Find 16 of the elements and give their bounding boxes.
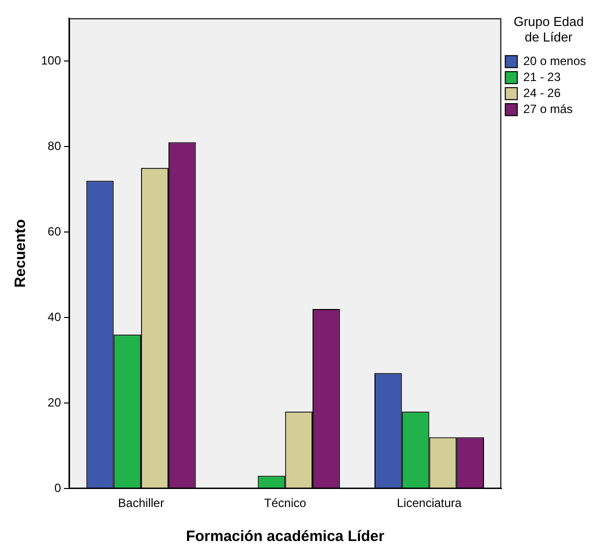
y-tick-label: 0	[54, 480, 62, 495]
x-axis-title: Formación académica Líder	[186, 528, 385, 546]
legend-label: 21 - 23	[523, 70, 561, 84]
y-tick-label: 100	[40, 53, 62, 68]
legend-label: 27 o más	[523, 102, 573, 116]
y-axis-title: Recuento	[12, 219, 30, 288]
x-tick-label: Bachiller	[118, 496, 164, 510]
legend-label: 24 - 26	[523, 86, 561, 100]
y-tick-label: 40	[48, 310, 62, 324]
y-tick-label: 80	[48, 138, 62, 153]
legend-title: Grupo Edad de Líder	[514, 14, 584, 45]
x-tick-label: Licenciatura	[396, 496, 462, 510]
y-tick-label: 20	[48, 395, 62, 410]
x-tick-label: Técnico	[264, 496, 306, 510]
y-tick-label: 60	[48, 224, 62, 238]
legend-label: 20 o menos	[523, 54, 586, 68]
